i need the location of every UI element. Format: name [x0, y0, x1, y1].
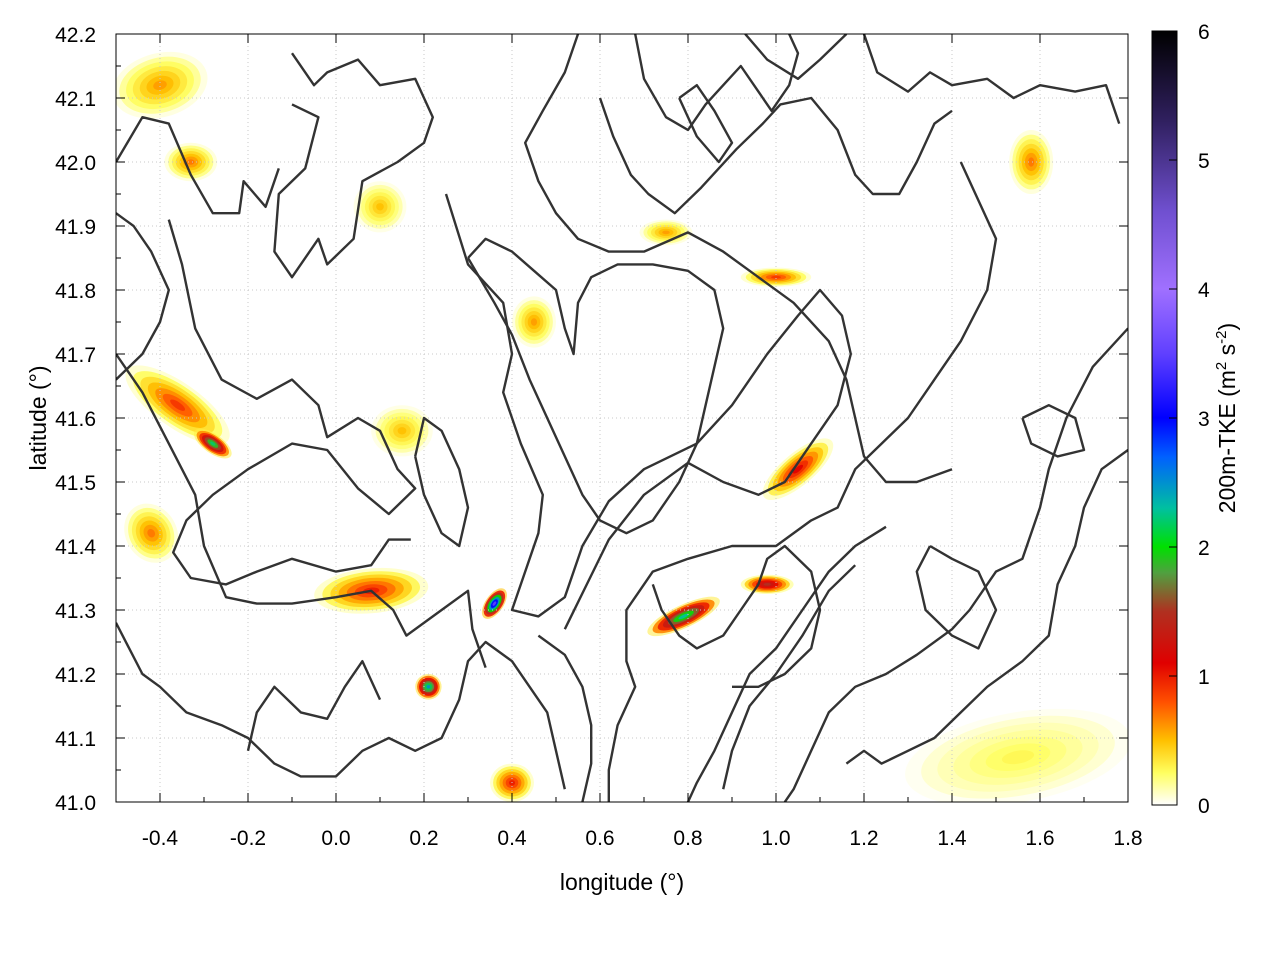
tke-level	[771, 275, 781, 279]
tke-level	[1028, 157, 1035, 167]
tke-level	[492, 601, 497, 606]
tke-patch	[193, 428, 232, 459]
x-axis-ticks: -0.4 -0.2 0.0 0.2 0.4 0.6 0.8 1.0 1.2 1.4 1.6 1.8	[115, 34, 1143, 850]
tke-patch	[481, 588, 507, 619]
x-tick-label: 1.2	[849, 827, 878, 850]
y-tick-label: 41.4	[55, 536, 96, 559]
contour-line	[116, 622, 566, 790]
contour-line	[722, 564, 857, 790]
tke-level	[1001, 750, 1035, 765]
tke-patch	[740, 267, 812, 287]
x-tick-label: 0.0	[321, 827, 350, 850]
contour-line	[678, 84, 734, 164]
contour-line	[444, 193, 852, 630]
y-axis-label: latitude (°)	[25, 365, 51, 470]
tke-level	[763, 583, 771, 586]
tke-patch	[415, 674, 442, 700]
tke-patch	[116, 51, 208, 119]
tke-level	[426, 685, 431, 689]
contour-line	[862, 34, 1121, 124]
contour-line	[598, 96, 953, 215]
tke-level	[187, 159, 195, 165]
y-tick-label: 42.2	[55, 24, 96, 47]
tke-level	[662, 230, 670, 235]
x-tick-label: 0.2	[409, 827, 438, 850]
x-tick-label: 1.8	[1113, 827, 1142, 850]
contour-line	[634, 34, 800, 132]
tke-level	[147, 528, 156, 538]
y-tick-label: 41.1	[55, 728, 96, 751]
y-tick-label: 41.7	[55, 344, 96, 367]
colorbar-tick-label: 4	[1198, 279, 1210, 302]
tke-level	[153, 80, 167, 90]
contour-line	[686, 525, 887, 802]
contour-line	[1021, 404, 1086, 458]
y-tick-label: 42.0	[55, 152, 96, 175]
tke-level	[170, 399, 186, 411]
x-tick-label: 0.8	[673, 827, 702, 850]
x-tick-label: 1.6	[1025, 827, 1054, 850]
y-tick-label: 41.6	[55, 408, 96, 431]
tke-patch	[371, 405, 433, 457]
colorbar-ticks: 0 1 2 3 4 5 6	[1169, 21, 1210, 818]
contour-line	[414, 416, 470, 548]
contour-line	[466, 237, 725, 535]
contour-line	[744, 34, 848, 80]
colorbar-tick-label: 1	[1198, 666, 1210, 689]
terrain-contours	[116, 34, 1128, 802]
contour-line	[116, 212, 170, 381]
tke-patch	[740, 574, 794, 595]
tke-level	[678, 613, 689, 620]
y-tick-label: 41.3	[55, 600, 96, 623]
contour-line	[537, 634, 593, 802]
x-tick-label: 1.4	[937, 827, 967, 850]
colorbar-label: 200m-TKE (m2 s-2)	[1213, 323, 1240, 513]
y-axis-ticks: 41.0 41.1 41.2 41.3 41.4 41.5 41.6 41.7 41.8 41.9…	[55, 24, 1128, 815]
y-tick-label: 42.1	[55, 88, 96, 111]
tke-level	[210, 441, 216, 446]
y-tick-label: 41.9	[55, 216, 96, 239]
contour-line	[783, 327, 1128, 802]
contour-line	[524, 34, 953, 484]
tke-patch	[353, 181, 407, 233]
contour-line	[167, 219, 417, 586]
tke-level	[376, 203, 384, 211]
y-tick-label: 41.2	[55, 664, 96, 687]
colorbar-tick-label: 2	[1198, 537, 1210, 560]
colorbar-tick-label: 3	[1198, 408, 1210, 431]
contour-line	[116, 353, 487, 668]
tke-patch	[647, 596, 720, 637]
y-tick-label: 41.0	[55, 792, 96, 815]
x-tick-label: 1.0	[761, 827, 790, 850]
tke-patch	[1009, 130, 1054, 194]
x-tick-label: 0.4	[497, 827, 527, 850]
tke-patch	[512, 296, 556, 348]
tke-level	[397, 427, 407, 435]
contour-line	[915, 544, 998, 650]
tke-patch	[124, 503, 179, 563]
contour-line	[273, 52, 434, 279]
x-tick-label: 0.6	[585, 827, 614, 850]
colorbar-tick-label: 0	[1198, 795, 1210, 818]
tke-patch	[125, 365, 230, 446]
contour-line	[607, 161, 998, 802]
tke-field-layer	[116, 51, 1128, 802]
colorbar-tick-label: 6	[1198, 21, 1210, 44]
colorbar-tick-label: 5	[1198, 150, 1210, 173]
tke-level	[792, 464, 804, 474]
contour-line	[246, 660, 382, 752]
x-tick-label: -0.4	[142, 827, 179, 850]
contour-line	[116, 116, 280, 215]
y-tick-label: 41.5	[55, 472, 96, 495]
contour-line	[651, 544, 822, 688]
x-axis-label: longitude (°)	[560, 869, 684, 895]
tke-level	[530, 318, 538, 326]
y-tick-label: 41.8	[55, 280, 96, 303]
contour-line	[845, 449, 1128, 765]
x-tick-label: -0.2	[230, 827, 266, 850]
tke-patch	[905, 708, 1128, 802]
